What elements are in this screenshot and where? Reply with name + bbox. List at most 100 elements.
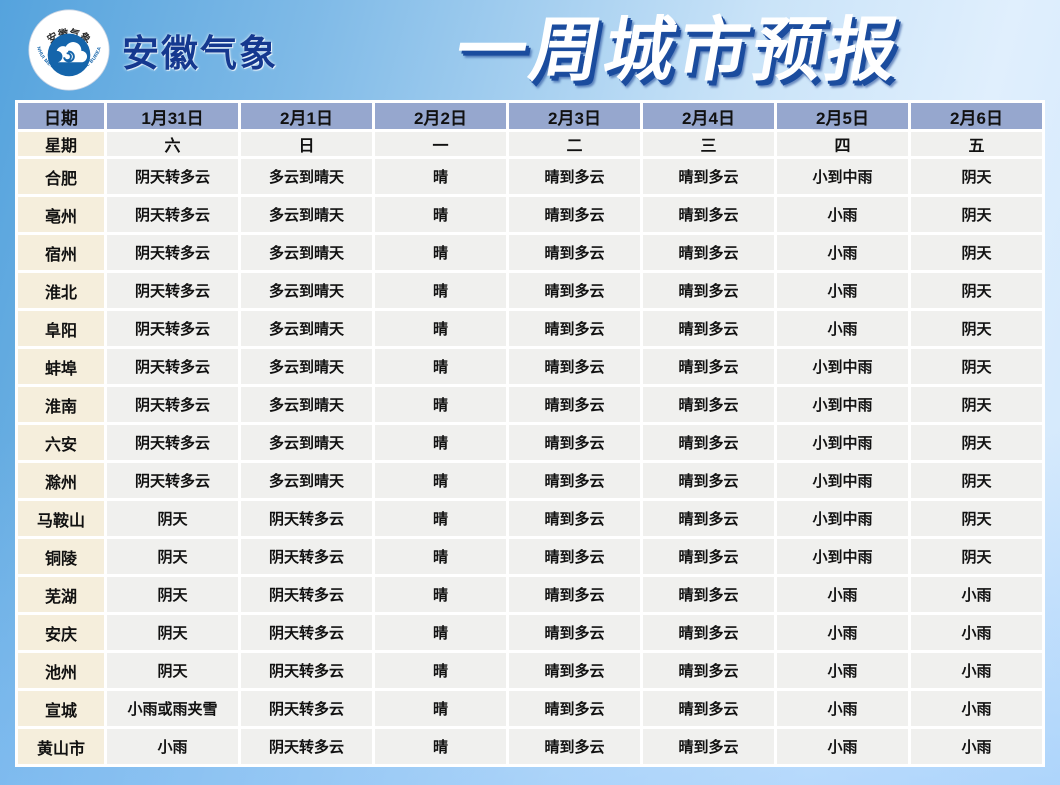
- forecast-cell: 晴: [375, 425, 506, 460]
- forecast-cell: 小到中雨: [777, 159, 908, 194]
- forecast-cell: 多云到晴天: [241, 273, 372, 308]
- forecast-cell: 晴到多云: [509, 729, 640, 764]
- forecast-cell: 晴: [375, 349, 506, 384]
- forecast-cell: 阴天: [911, 235, 1042, 270]
- forecast-cell: 阴天: [107, 539, 238, 574]
- forecast-cell: 阴天转多云: [107, 235, 238, 270]
- forecast-cell: 阴天转多云: [107, 349, 238, 384]
- forecast-cell: 晴到多云: [509, 349, 640, 384]
- weekday-cell: 三: [643, 132, 774, 156]
- forecast-cell: 小雨: [777, 691, 908, 726]
- forecast-cell: 晴: [375, 501, 506, 536]
- date-header-cell: 2月2日: [375, 103, 506, 129]
- forecast-cell: 小雨: [777, 577, 908, 612]
- city-forecast-row: 合肥 阴天转多云 多云到晴天晴晴到多云 晴到多云 小到中雨 阴天: [18, 159, 1042, 194]
- city-forecast-row: 铜陵 阴天 阴天转多云晴晴到多云 晴到多云 小到中雨 阴天: [18, 539, 1042, 574]
- date-header-row: 日期 1月31日 2月1日 2月2日 2月3日 2月4日 2月5日 2月6日: [18, 103, 1042, 129]
- forecast-cell: 晴到多云: [643, 425, 774, 460]
- city-forecast-row: 淮北 阴天转多云 多云到晴天晴晴到多云 晴到多云 小雨 阴天: [18, 273, 1042, 308]
- forecast-cell: 小雨: [911, 729, 1042, 764]
- forecast-cell: 晴到多云: [643, 501, 774, 536]
- forecast-cell: 小雨或雨夹雪: [107, 691, 238, 726]
- weekday-cell: 五: [911, 132, 1042, 156]
- forecast-cell: 阴天: [107, 577, 238, 612]
- forecast-cell: 晴: [375, 273, 506, 308]
- city-forecast-row: 芜湖 阴天 阴天转多云晴晴到多云 晴到多云 小雨 小雨: [18, 577, 1042, 612]
- forecast-cell: 晴到多云: [509, 425, 640, 460]
- city-name-cell: 合肥: [18, 159, 104, 194]
- forecast-cell: 阴天转多云: [107, 387, 238, 422]
- forecast-cell: 多云到晴天: [241, 425, 372, 460]
- weekday-cell: 二: [509, 132, 640, 156]
- weekday-cell: 一: [375, 132, 506, 156]
- weekday-cell: 日: [241, 132, 372, 156]
- city-name-cell: 蚌埠: [18, 349, 104, 384]
- city-name-cell: 阜阳: [18, 311, 104, 346]
- forecast-cell: 多云到晴天: [241, 235, 372, 270]
- city-forecast-row: 宣城 小雨或雨夹雪 阴天转多云晴晴到多云 晴到多云 小雨 小雨: [18, 691, 1042, 726]
- forecast-cell: 晴到多云: [643, 235, 774, 270]
- forecast-cell: 小雨: [911, 691, 1042, 726]
- city-forecast-row: 安庆 阴天 阴天转多云晴晴到多云 晴到多云 小雨 小雨: [18, 615, 1042, 650]
- forecast-cell: 晴到多云: [643, 653, 774, 688]
- forecast-cell: 晴到多云: [509, 615, 640, 650]
- city-name-cell: 淮北: [18, 273, 104, 308]
- forecast-cell: 小雨: [911, 653, 1042, 688]
- forecast-cell: 晴到多云: [509, 311, 640, 346]
- city-forecast-row: 淮南 阴天转多云 多云到晴天晴晴到多云 晴到多云 小到中雨 阴天: [18, 387, 1042, 422]
- forecast-cell: 晴到多云: [643, 273, 774, 308]
- forecast-cell: 小到中雨: [777, 501, 908, 536]
- forecast-cell: 阴天: [911, 197, 1042, 232]
- city-forecast-row: 蚌埠 阴天转多云 多云到晴天晴晴到多云 晴到多云 小到中雨 阴天: [18, 349, 1042, 384]
- forecast-cell: 小雨: [777, 235, 908, 270]
- city-name-cell: 池州: [18, 653, 104, 688]
- forecast-cell: 阴天: [911, 159, 1042, 194]
- forecast-cell: 小雨: [107, 729, 238, 764]
- forecast-cell: 晴到多云: [509, 197, 640, 232]
- city-name-cell: 马鞍山: [18, 501, 104, 536]
- forecast-cell: 多云到晴天: [241, 159, 372, 194]
- city-forecast-row: 六安 阴天转多云 多云到晴天晴晴到多云 晴到多云 小到中雨 阴天: [18, 425, 1042, 460]
- date-header-cell: 2月4日: [643, 103, 774, 129]
- city-name-cell: 铜陵: [18, 539, 104, 574]
- forecast-cell: 小到中雨: [777, 539, 908, 574]
- weekday-cell: 六: [107, 132, 238, 156]
- forecast-cell: 小雨: [777, 615, 908, 650]
- forecast-cell: 晴到多云: [509, 273, 640, 308]
- forecast-cell: 阴天转多云: [241, 501, 372, 536]
- forecast-cell: 晴: [375, 691, 506, 726]
- forecast-cell: 晴到多云: [509, 387, 640, 422]
- forecast-cell: 小雨: [777, 311, 908, 346]
- city-forecast-row: 马鞍山 阴天 阴天转多云晴晴到多云 晴到多云 小到中雨 阴天: [18, 501, 1042, 536]
- forecast-cell: 阴天: [911, 539, 1042, 574]
- forecast-cell: 晴到多云: [643, 387, 774, 422]
- forecast-cell: 晴: [375, 463, 506, 498]
- forecast-cell: 小到中雨: [777, 349, 908, 384]
- city-name-cell: 宣城: [18, 691, 104, 726]
- forecast-cell: 阴天: [911, 501, 1042, 536]
- forecast-cell: 晴到多云: [643, 159, 774, 194]
- forecast-cell: 小雨: [777, 273, 908, 308]
- date-header-cell: 2月1日: [241, 103, 372, 129]
- forecast-cell: 阴天: [911, 387, 1042, 422]
- forecast-cell: 小到中雨: [777, 387, 908, 422]
- forecast-cell: 多云到晴天: [241, 349, 372, 384]
- weekday-label: 星期: [18, 132, 104, 156]
- city-name-cell: 六安: [18, 425, 104, 460]
- forecast-table-body: 合肥 阴天转多云 多云到晴天晴晴到多云 晴到多云 小到中雨 阴天 亳州 阴天转多云 多云到晴天晴…: [18, 159, 1042, 764]
- forecast-cell: 阴天转多云: [107, 425, 238, 460]
- forecast-cell: 阴天转多云: [241, 729, 372, 764]
- page-title: 一周城市预报: [450, 11, 908, 89]
- city-forecast-row: 亳州 阴天转多云 多云到晴天晴晴到多云 晴到多云 小雨 阴天: [18, 197, 1042, 232]
- forecast-cell: 阴天转多云: [241, 615, 372, 650]
- forecast-cell: 阴天: [107, 615, 238, 650]
- forecast-cell: 小雨: [911, 615, 1042, 650]
- forecast-cell: 晴到多云: [509, 159, 640, 194]
- date-header-label: 日期: [18, 103, 104, 129]
- forecast-cell: 阴天转多云: [107, 311, 238, 346]
- forecast-cell: 晴: [375, 539, 506, 574]
- forecast-cell: 晴: [375, 387, 506, 422]
- forecast-cell: 晴到多云: [643, 539, 774, 574]
- forecast-cell: 晴到多云: [643, 197, 774, 232]
- forecast-cell: 阴天转多云: [107, 463, 238, 498]
